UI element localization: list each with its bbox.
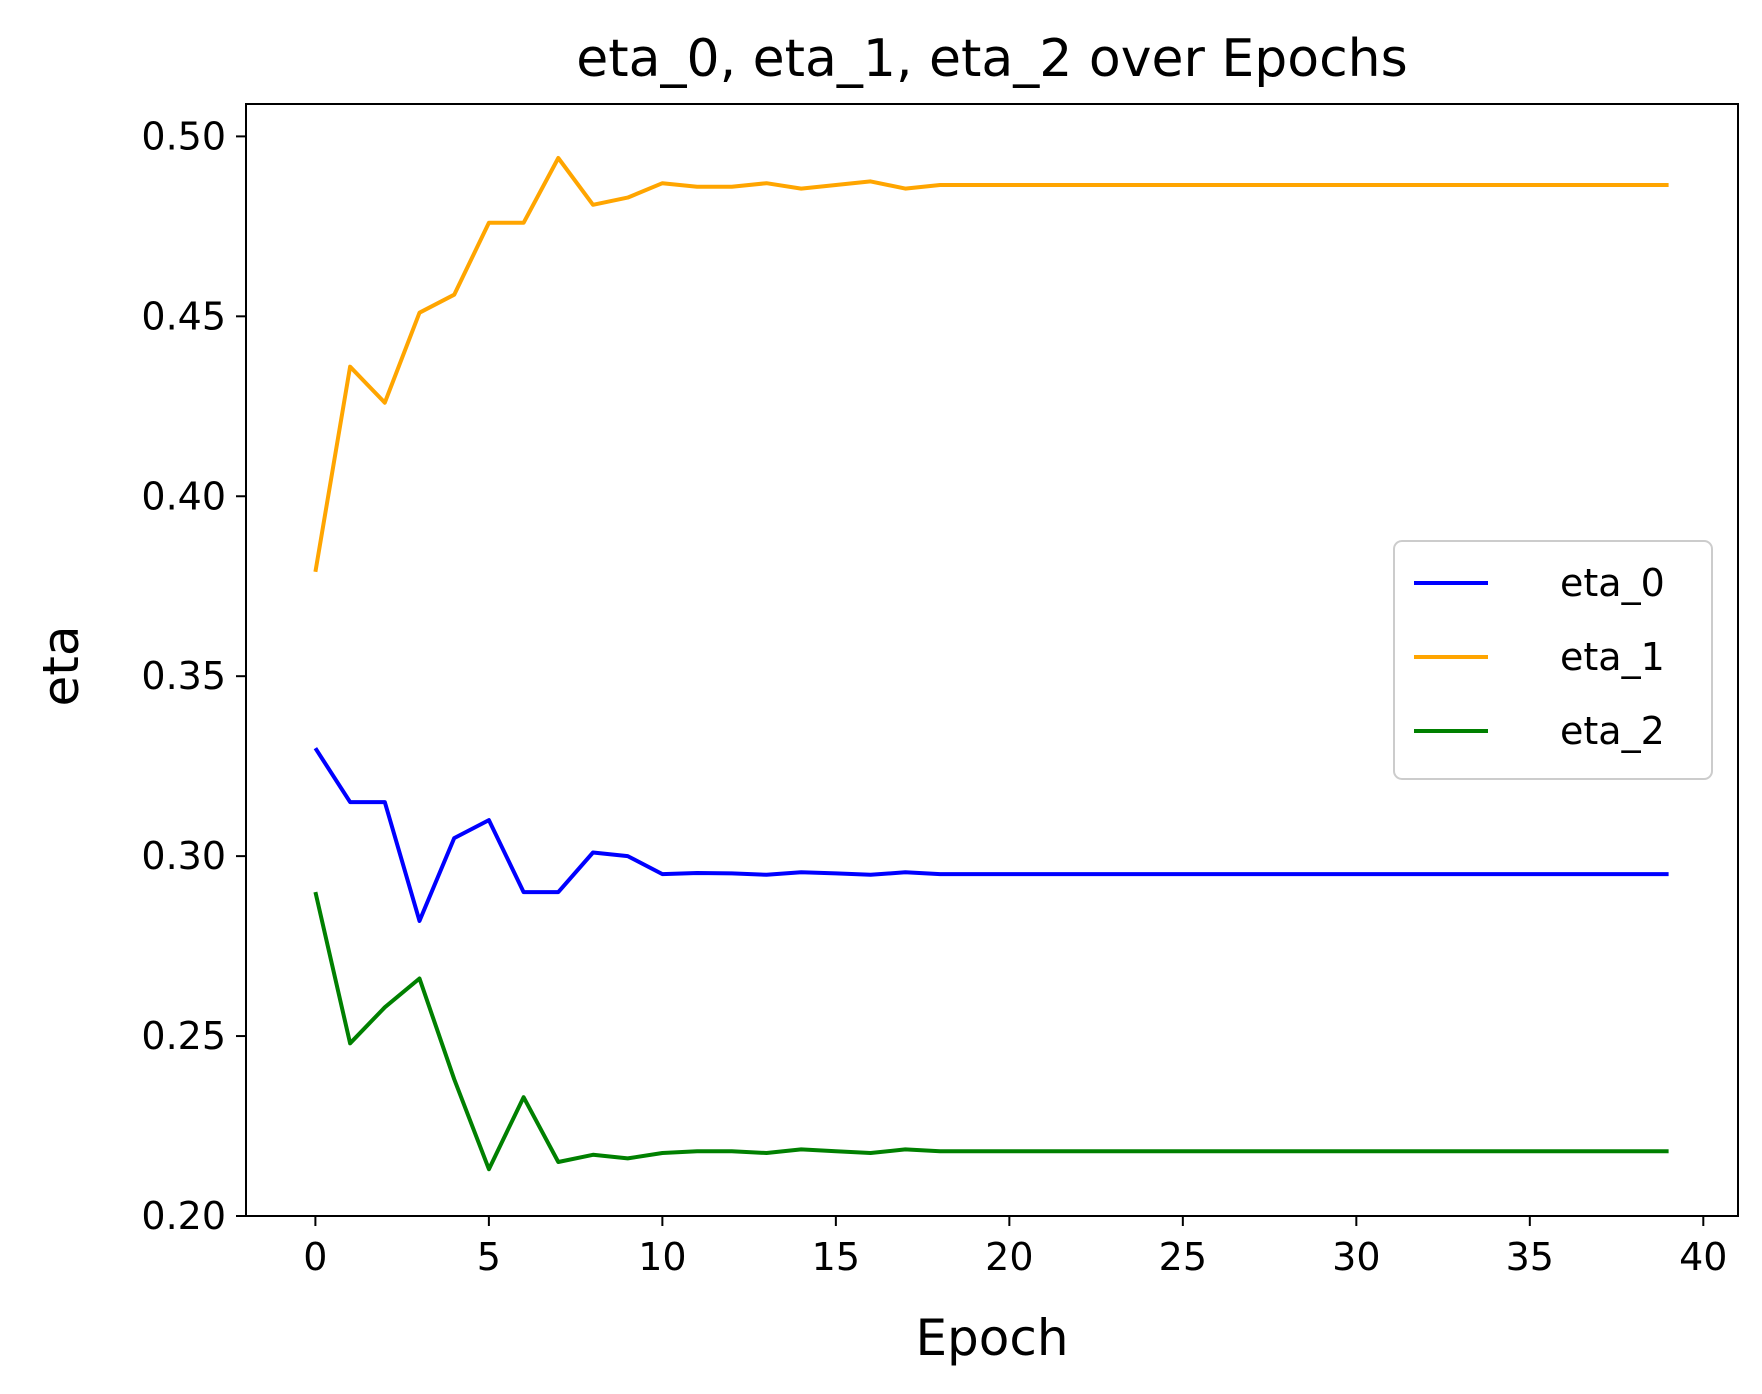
- chart-title: eta_0, eta_1, eta_2 over Epochs: [576, 29, 1407, 89]
- y-tick-label: 0.25: [141, 1014, 226, 1058]
- y-tick-label: 0.50: [141, 114, 226, 158]
- x-tick-label: 25: [1159, 1235, 1207, 1279]
- x-tick-label: 35: [1506, 1235, 1554, 1279]
- series-lines: [313, 156, 1669, 1172]
- legend-box: [1393, 540, 1713, 780]
- x-axis-title: Epoch: [915, 1309, 1068, 1367]
- x-tick-label: 5: [477, 1235, 501, 1279]
- y-tick-label: 0.40: [141, 474, 226, 518]
- series-line-eta-2: [313, 891, 1669, 1172]
- y-tick-label: 0.35: [141, 654, 226, 698]
- y-axis-title: eta: [32, 625, 90, 706]
- legend-label-eta-2: eta_2: [1560, 709, 1665, 753]
- y-tick-label: 0.45: [141, 294, 226, 338]
- legend-label-eta-0: eta_0: [1560, 561, 1665, 605]
- legend: eta_0 eta_1 eta_2: [1393, 540, 1713, 780]
- series-line-eta-0: [313, 747, 1669, 923]
- x-tick-label: 40: [1679, 1235, 1727, 1279]
- series-line-eta-1: [313, 156, 1669, 573]
- legend-label-eta-1: eta_1: [1560, 635, 1665, 679]
- x-tick-label: 10: [638, 1235, 686, 1279]
- x-tick-label: 15: [812, 1235, 860, 1279]
- plot-area-frame: [245, 103, 1739, 1217]
- x-tick-label: 0: [303, 1235, 327, 1279]
- y-tick-label: 0.30: [141, 834, 226, 878]
- y-tick-label: 0.20: [141, 1194, 226, 1238]
- x-tick-label: 30: [1332, 1235, 1380, 1279]
- ticks-layer: 0 5 10 15 20 25 30 35 40 0.20 0.25 0.30 0.35 0.40 0.45…: [141, 114, 1727, 1279]
- x-tick-label: 20: [985, 1235, 1033, 1279]
